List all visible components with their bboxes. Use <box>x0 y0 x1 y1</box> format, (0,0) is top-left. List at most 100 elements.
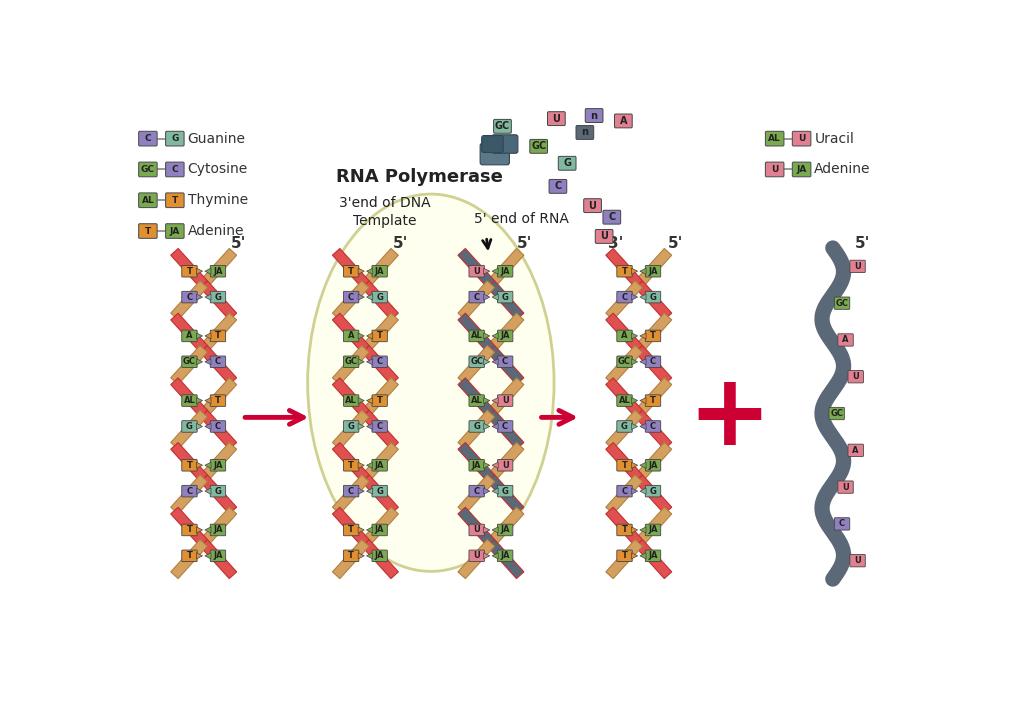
Polygon shape <box>632 268 638 275</box>
FancyBboxPatch shape <box>372 524 387 536</box>
FancyBboxPatch shape <box>765 132 784 146</box>
Polygon shape <box>635 313 672 352</box>
Polygon shape <box>493 268 499 275</box>
FancyBboxPatch shape <box>469 485 484 497</box>
Polygon shape <box>358 359 365 365</box>
Text: JA: JA <box>501 331 510 340</box>
Polygon shape <box>493 527 499 533</box>
Polygon shape <box>205 359 211 365</box>
Polygon shape <box>197 333 203 339</box>
FancyBboxPatch shape <box>210 524 225 536</box>
Text: A: A <box>620 116 627 126</box>
Text: C: C <box>622 293 628 301</box>
Polygon shape <box>606 249 642 288</box>
FancyBboxPatch shape <box>838 334 853 346</box>
Text: T: T <box>144 226 151 236</box>
FancyBboxPatch shape <box>182 485 198 497</box>
Polygon shape <box>197 268 203 275</box>
Text: T: T <box>348 267 354 275</box>
Polygon shape <box>205 398 211 403</box>
FancyBboxPatch shape <box>616 485 632 497</box>
Polygon shape <box>367 553 373 559</box>
Polygon shape <box>205 462 211 468</box>
Text: 3'end of DNA
Template: 3'end of DNA Template <box>339 196 430 228</box>
Text: AL: AL <box>183 396 196 405</box>
Text: G: G <box>563 158 571 168</box>
Text: G: G <box>348 422 354 431</box>
Polygon shape <box>640 294 646 301</box>
Polygon shape <box>200 410 237 449</box>
Text: U: U <box>473 267 480 275</box>
FancyBboxPatch shape <box>182 356 198 367</box>
FancyBboxPatch shape <box>498 524 513 536</box>
Polygon shape <box>333 346 369 385</box>
Text: U: U <box>589 201 597 211</box>
Text: T: T <box>186 267 193 275</box>
Text: JA: JA <box>213 526 222 534</box>
FancyBboxPatch shape <box>765 162 784 177</box>
Text: JA: JA <box>472 461 481 470</box>
Text: C: C <box>215 357 221 366</box>
Text: U: U <box>473 526 480 534</box>
Polygon shape <box>606 442 642 482</box>
Text: JA: JA <box>170 226 180 236</box>
Polygon shape <box>640 423 646 429</box>
Polygon shape <box>367 527 373 533</box>
Text: n: n <box>591 111 598 121</box>
Text: T: T <box>622 461 628 470</box>
Polygon shape <box>361 507 398 546</box>
FancyBboxPatch shape <box>343 550 358 562</box>
Polygon shape <box>635 410 672 449</box>
Polygon shape <box>361 249 398 288</box>
Polygon shape <box>358 488 365 494</box>
Text: JA: JA <box>213 461 222 470</box>
Polygon shape <box>197 398 203 403</box>
Text: G: G <box>186 422 193 431</box>
Polygon shape <box>361 475 398 514</box>
FancyBboxPatch shape <box>614 114 632 128</box>
Polygon shape <box>333 313 369 352</box>
Polygon shape <box>483 488 489 494</box>
FancyBboxPatch shape <box>645 550 660 562</box>
Polygon shape <box>640 527 646 533</box>
Text: T: T <box>650 331 656 340</box>
Polygon shape <box>606 539 642 579</box>
FancyBboxPatch shape <box>138 132 157 146</box>
Text: Adenine: Adenine <box>187 224 244 238</box>
Text: U: U <box>771 165 778 174</box>
Polygon shape <box>493 398 499 403</box>
Polygon shape <box>361 539 398 579</box>
Polygon shape <box>333 410 369 449</box>
Polygon shape <box>171 313 208 352</box>
FancyBboxPatch shape <box>372 330 387 342</box>
Text: G: G <box>376 487 383 495</box>
Text: AL: AL <box>768 134 781 143</box>
Text: RNA Polymerase: RNA Polymerase <box>336 168 503 186</box>
Polygon shape <box>487 346 524 385</box>
FancyBboxPatch shape <box>182 291 198 303</box>
Text: JA: JA <box>501 267 510 275</box>
Text: U: U <box>854 262 861 271</box>
Text: C: C <box>348 487 354 495</box>
FancyBboxPatch shape <box>616 330 632 342</box>
FancyBboxPatch shape <box>138 162 157 177</box>
Polygon shape <box>358 553 365 559</box>
Text: AL: AL <box>345 396 357 405</box>
Polygon shape <box>632 333 638 339</box>
Polygon shape <box>205 333 211 339</box>
Polygon shape <box>606 410 642 449</box>
FancyBboxPatch shape <box>343 524 358 536</box>
FancyBboxPatch shape <box>372 291 387 303</box>
Polygon shape <box>487 377 524 417</box>
Polygon shape <box>367 423 373 429</box>
Text: JA: JA <box>213 267 222 275</box>
Text: U: U <box>502 461 509 470</box>
FancyBboxPatch shape <box>548 111 565 126</box>
Polygon shape <box>632 359 638 365</box>
FancyBboxPatch shape <box>835 297 850 309</box>
FancyBboxPatch shape <box>645 356 660 367</box>
Text: C: C <box>348 293 354 301</box>
Polygon shape <box>200 346 237 385</box>
Polygon shape <box>171 281 208 320</box>
Polygon shape <box>361 377 398 417</box>
